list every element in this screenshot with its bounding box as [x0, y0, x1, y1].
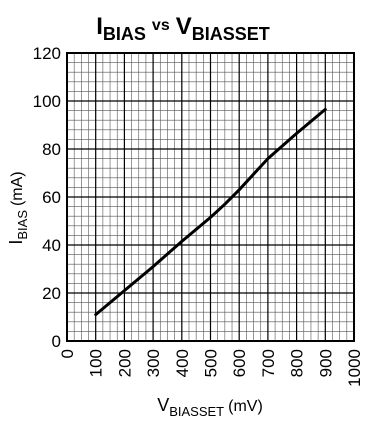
x-tick-labels: 0 100 200 300 400 500 600 700 800 900 1000 [58, 349, 364, 387]
x-tick-label: 100 [87, 349, 106, 377]
x-tick-label: 200 [115, 349, 134, 377]
title-i-sub: BIAS [103, 24, 146, 44]
x-tick-label: 700 [259, 349, 278, 377]
y-tick-label: 60 [42, 188, 61, 207]
series-line [94, 107, 327, 317]
xlabel-unit: (mV) [228, 398, 263, 415]
x-axis-label: VBIASSET (mV) [157, 395, 263, 419]
ylabel-unit: (mA) [9, 171, 26, 206]
title-v-sub: BIASSET [192, 24, 270, 44]
title-i: I [96, 13, 103, 40]
y-tick-labels: 0 20 40 60 80 100 120 [33, 44, 61, 351]
chart-title: IBIAS vs VBIASSET [96, 13, 270, 44]
x-tick-label: 900 [316, 349, 335, 377]
x-tick-label: 1000 [345, 349, 364, 387]
major-grid [67, 53, 354, 341]
title-v: V [176, 13, 192, 40]
y-tick-label: 80 [42, 140, 61, 159]
x-tick-label: 300 [144, 349, 163, 377]
x-tick-label: 500 [202, 349, 221, 377]
x-tick-label: 600 [230, 349, 249, 377]
ylabel-sub: BIAS [15, 210, 30, 240]
y-tick-label: 100 [33, 92, 61, 111]
y-tick-label: 0 [52, 332, 61, 351]
y-axis-label: IBIAS (mA) [6, 171, 30, 244]
x-tick-label: 0 [58, 349, 77, 358]
x-tick-label: 800 [288, 349, 307, 377]
xlabel-sub: BIASSET [169, 404, 224, 419]
y-tick-label: 20 [42, 284, 61, 303]
plot-frame [66, 52, 355, 342]
series-group [94, 107, 327, 317]
y-tick-label: 40 [42, 236, 61, 255]
title-vs: vs [152, 17, 170, 34]
x-tick-label: 400 [173, 349, 192, 377]
y-tick-label: 120 [33, 44, 61, 63]
ylabel-main: I [6, 240, 26, 245]
xlabel-main: V [157, 395, 169, 415]
